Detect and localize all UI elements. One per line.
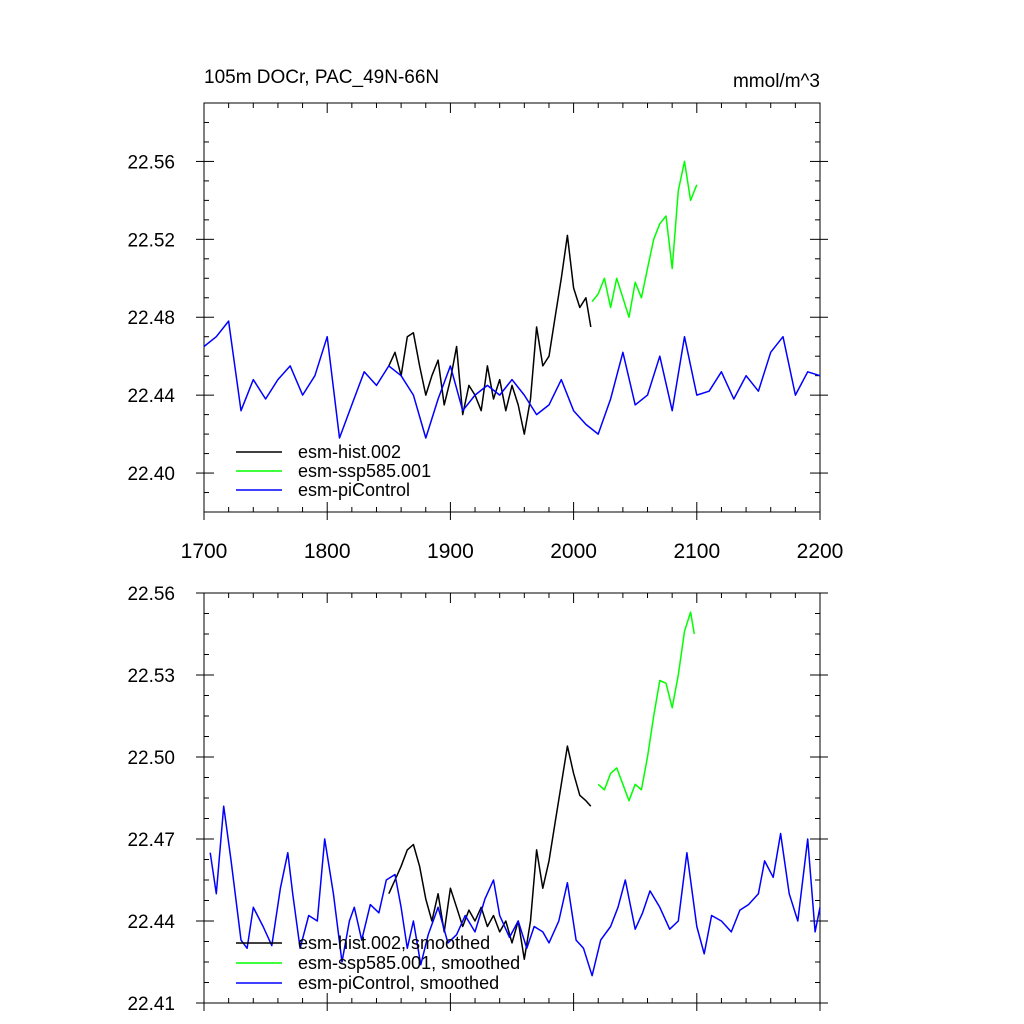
series-line-0 (388, 745, 592, 961)
y-tick-label: 22.47 (127, 830, 175, 851)
y-tick-label: 22.44 (127, 386, 175, 407)
legend-label: esm-ssp585.001 (298, 461, 431, 481)
y-tick-label: 22.56 (127, 584, 175, 605)
series-line-1 (597, 611, 696, 802)
x-tick-label: 1700 (181, 540, 228, 563)
legend-label: esm-piControl (298, 480, 410, 500)
legend-label: esm-hist.002 (298, 442, 401, 462)
y-tick-label: 22.48 (127, 308, 175, 329)
series-line-1 (591, 160, 698, 318)
bottom-series-group (209, 611, 821, 977)
x-tick-label: 1900 (427, 540, 474, 563)
series-line-0 (388, 234, 592, 435)
top-panel: 105m DOCr, PAC_49N-66N mmol/m^3 1700 1800… (127, 67, 843, 563)
legend-label: esm-hist.002, smoothed (298, 933, 490, 953)
x-tick-label: 2200 (797, 540, 844, 563)
series-line-2 (209, 805, 821, 977)
y-tick-label: 22.41 (127, 994, 175, 1015)
y-tick-label: 22.44 (127, 912, 175, 933)
top-series-group (203, 160, 821, 439)
x-tick-label: 2100 (673, 540, 720, 563)
bottom-panel: 22.41 22.44 22.47 22.50 22.53 22.56 esm-hist.… (127, 584, 828, 1015)
top-chart-title: 105m DOCr, PAC_49N-66N (204, 67, 439, 88)
y-tick-label: 22.52 (127, 230, 175, 251)
y-tick-label: 22.53 (127, 666, 175, 687)
legend-label: esm-ssp585.001, smoothed (298, 953, 520, 973)
legend-label: esm-piControl, smoothed (298, 973, 499, 993)
x-tick-label: 2000 (550, 540, 597, 563)
top-chart-units: mmol/m^3 (733, 71, 820, 92)
y-tick-label: 22.40 (127, 464, 175, 485)
series-line-2 (203, 320, 821, 439)
y-tick-label: 22.56 (127, 152, 175, 173)
y-tick-label: 22.50 (127, 748, 175, 769)
top-plot-frame (203, 102, 821, 513)
x-tick-label: 1800 (304, 540, 351, 563)
